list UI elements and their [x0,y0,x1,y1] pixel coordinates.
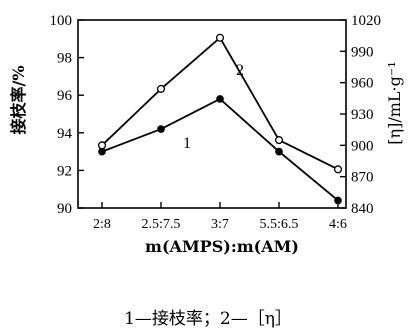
series-2-point [274,136,284,145]
series-1-annotation: 1 [183,135,191,152]
right-tick-label: 870 [351,170,374,186]
x-tick-label: 2:8 [93,217,111,232]
x-tick-label: 5.5:6.5 [260,217,299,232]
plot-border [77,19,347,209]
left-tick-label: 98 [57,51,72,67]
x-axis-label: m(AMPS):m(AM) [145,237,299,256]
left-tick-label: 100 [50,13,73,29]
right-axis-label: [η]/mL·g⁻¹ [385,61,404,144]
right-tick-label: 990 [351,44,374,60]
left-axis-label: 接枝率/% [9,65,28,134]
left-tick-label: 90 [57,201,72,217]
left-tick-label: 94 [57,126,73,142]
right-tick-label: 840 [351,201,374,217]
chart-caption: 1—接枝率；2—［η］ [124,309,292,329]
right-tick-label: 900 [351,138,374,154]
series-1-point [157,125,165,133]
right-tick-label: 1020 [351,13,381,29]
series-1-point [275,147,283,156]
series-2-point [333,165,343,174]
left-tick-label: 92 [57,163,72,179]
plot-frame [77,19,347,209]
x-tick-label: 2.5:7.5 [142,217,181,232]
series-2-annotation: 2 [236,62,244,79]
series-2-line [101,36,339,171]
series-group [97,33,343,205]
right-axis-ticks: 840 870 900 930 960 990 1020 [340,13,381,217]
x-tick-label: 3:7 [211,217,229,232]
series-1-point [334,196,342,205]
series-1-point [216,95,224,103]
right-tick-label: 960 [351,76,374,92]
right-tick-label: 930 [351,107,374,123]
left-tick-label: 96 [57,88,73,104]
x-axis-ticks: 2:8 2.5:7.5 3:7 5.5:6.5 4:6 [93,202,347,232]
series-2-point [215,33,225,42]
series-2-point [156,84,166,93]
x-tick-label: 4:6 [329,217,347,232]
left-axis-ticks: 90 92 94 96 98 100 [50,13,84,217]
series-1-line [101,97,339,202]
series-2-point [97,141,107,150]
